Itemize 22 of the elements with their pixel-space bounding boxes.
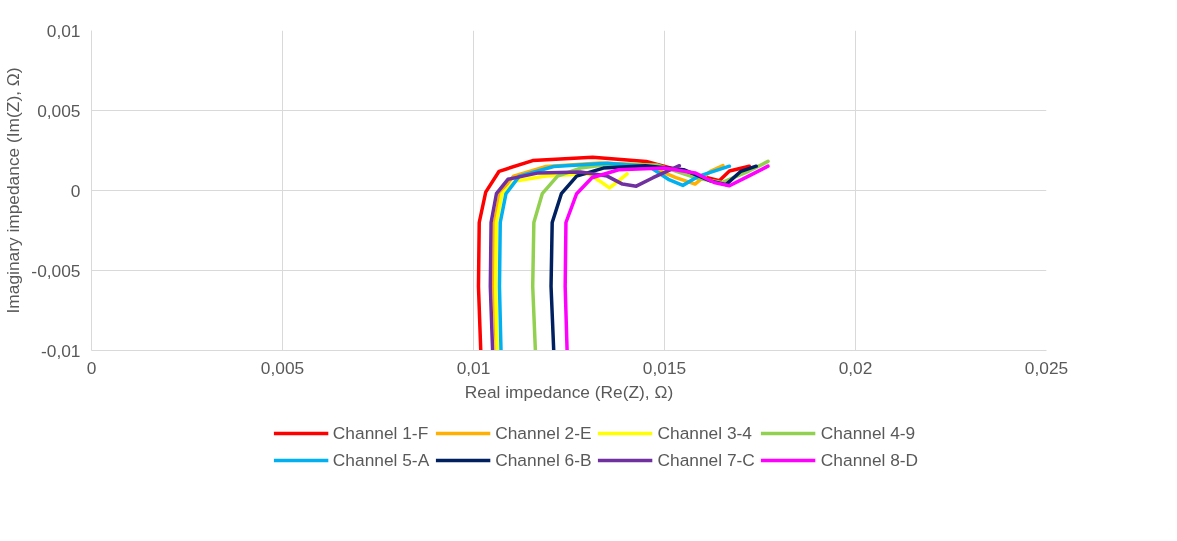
x-axis-title: Real impedance (Re(Z), Ω)	[464, 381, 674, 402]
y-tick-label: 0	[70, 180, 81, 201]
x-tick-label: 0,015	[642, 357, 687, 378]
legend-label: Channel 3-4	[657, 422, 752, 444]
x-tick-label: 0,02	[838, 357, 873, 378]
y-tick-label: 0,005	[37, 100, 81, 121]
legend-label: Channel 8-D	[820, 449, 919, 471]
line-series	[488, 163, 682, 351]
x-tick-label: 0,01	[456, 357, 491, 378]
x-tick-label: 0,005	[260, 357, 305, 378]
legend-label: Channel 4-9	[820, 422, 916, 444]
legend-label: Channel 1-F	[332, 422, 429, 444]
y-tick-label: -0,01	[41, 340, 81, 361]
x-tick-label: 0,025	[1024, 357, 1069, 378]
legend-label: Channel 5-A	[332, 449, 430, 471]
x-tick-label: 0	[86, 357, 97, 378]
legend-label: Channel 7-C	[657, 449, 755, 471]
y-axis-title: Imaginary impedance (Im(Z), Ω)	[3, 67, 24, 314]
legend-label: Channel 2-E	[495, 422, 592, 444]
y-tick-label: 0,01	[46, 20, 81, 41]
legend-label: Channel 6-B	[495, 449, 592, 471]
y-tick-label: -0,005	[31, 260, 81, 281]
